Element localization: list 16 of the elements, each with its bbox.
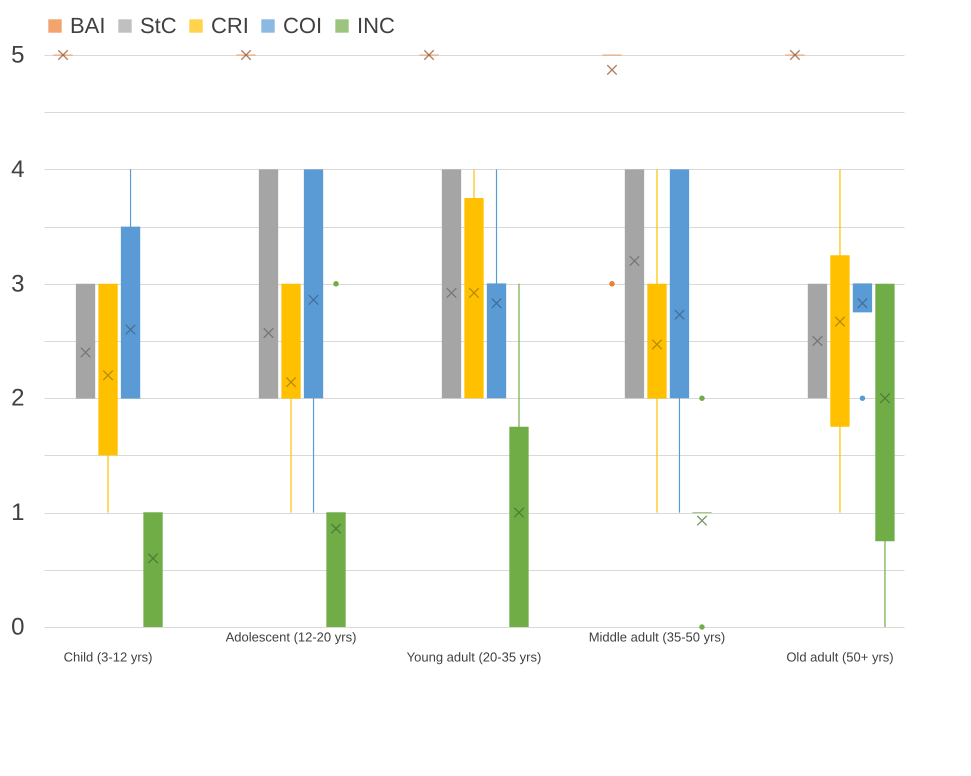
- legend-label: CRI: [211, 13, 249, 38]
- legend-label: COI: [283, 13, 322, 38]
- y-tick-label: 3: [11, 270, 24, 298]
- x-tick-label: Young adult (20-35 yrs): [406, 650, 542, 664]
- x-tick-label: Old adult (50+ yrs): [786, 650, 894, 664]
- legend-label: StC: [140, 13, 177, 38]
- legend-label: INC: [357, 13, 395, 38]
- y-tick-label: 2: [11, 384, 24, 412]
- y-tick-label: 1: [11, 499, 24, 526]
- legend-label: BAI: [70, 13, 106, 38]
- x-tick-label: Middle adult (35-50 yrs): [588, 630, 726, 644]
- x-tick-label: Adolescent (12-20 yrs): [226, 630, 356, 644]
- y-tick-label: 4: [11, 156, 24, 183]
- y-tick-label: 5: [11, 42, 24, 68]
- x-tick-label: Child (3-12 yrs): [64, 650, 152, 664]
- y-tick-label: 0: [11, 614, 24, 640]
